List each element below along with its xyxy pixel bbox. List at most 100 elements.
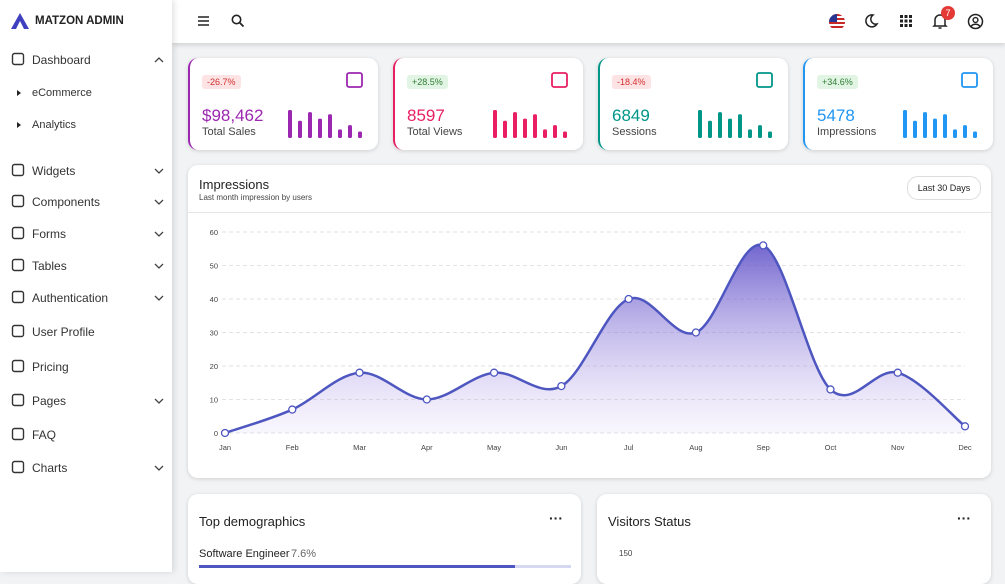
mini-bar — [768, 131, 772, 138]
icon-shape — [11, 359, 25, 373]
icon-shape — [11, 427, 25, 441]
range-button[interactable]: Last 30 Days — [907, 176, 981, 200]
apps-button[interactable] — [899, 14, 913, 28]
chevron — [154, 199, 164, 205]
mini-bar — [903, 110, 907, 138]
mini-bar-chart — [903, 110, 977, 138]
x-tick-label: Dec — [958, 443, 972, 452]
nav-icon — [11, 393, 25, 407]
point — [489, 368, 499, 377]
x-tick-label: Nov — [891, 443, 905, 452]
nav-item[interactable]: FAQ — [0, 425, 172, 443]
stat-icon — [756, 72, 773, 88]
mini-bar — [533, 114, 537, 138]
nav-icon — [11, 52, 25, 66]
chevron — [154, 57, 164, 63]
nav-item[interactable]: Pages — [0, 391, 172, 409]
nav-item[interactable]: Components — [0, 192, 172, 210]
x-tick-label: Apr — [421, 443, 433, 452]
nav-icon — [11, 290, 25, 304]
x-tick-label: Sep — [757, 443, 770, 452]
nav-item[interactable]: Tables — [0, 256, 172, 274]
chevron — [154, 168, 164, 174]
bullet — [17, 90, 21, 96]
mini-bar — [328, 114, 332, 138]
stat-label: Total Views — [407, 126, 463, 138]
nav-label: Tables — [32, 259, 67, 273]
stat-card: +28.5% 8597 Total Views — [393, 58, 583, 150]
mini-bar — [933, 118, 937, 138]
change-badge: +34.6% — [817, 75, 858, 89]
stat-card: +34.6% 5478 Impressions — [803, 58, 993, 150]
y-tick-label: 0 — [214, 429, 218, 438]
mini-bar — [973, 131, 977, 138]
nav-icon — [11, 226, 25, 240]
mini-bar — [953, 129, 957, 138]
mini-bar — [298, 120, 302, 138]
chevron — [154, 231, 164, 237]
demographic-share: 7.6% — [291, 548, 317, 560]
menu-button[interactable] — [196, 14, 212, 28]
icon-shape — [11, 258, 25, 272]
mini-bar — [708, 120, 712, 138]
y-tick-label: 10 — [210, 396, 218, 405]
y-tick-label: 40 — [210, 295, 218, 304]
search-button[interactable] — [230, 13, 246, 29]
icon-shape — [11, 163, 25, 177]
mini-bar — [513, 112, 517, 138]
mini-bar-chart — [288, 110, 362, 138]
nav-item[interactable]: Charts — [0, 458, 172, 476]
stat-label: Total Sales — [202, 126, 256, 138]
stat-card: -18.4% 6849 Sessions — [598, 58, 788, 150]
y-tick-label: 50 — [210, 262, 218, 271]
nav-item[interactable]: Widgets — [0, 161, 172, 179]
stat-value: 6849 — [612, 106, 650, 125]
mini-bar-chart — [493, 110, 567, 138]
y-tick-label: 30 — [210, 329, 218, 338]
icon-shape — [11, 393, 25, 407]
icon-shape — [11, 194, 25, 208]
stat-icon — [961, 72, 978, 88]
x-tick-label: Jul — [624, 443, 634, 452]
icon-shape — [756, 72, 773, 88]
nav-icon — [11, 194, 25, 208]
nav-icon — [11, 460, 25, 474]
nav-item[interactable]: User Profile — [0, 322, 172, 340]
nav-label: eCommerce — [32, 87, 92, 99]
point — [826, 385, 835, 394]
nav-label: Pages — [32, 394, 67, 408]
mini-bar — [288, 110, 292, 138]
icon-shape — [11, 324, 25, 338]
card-subtitle: Last month impression by users — [199, 193, 312, 202]
chevron — [154, 398, 164, 404]
mini-bar — [963, 125, 967, 138]
x-tick-label: Feb — [286, 443, 299, 452]
nav-subitem[interactable]: eCommerce — [0, 84, 172, 102]
nav-item[interactable]: Forms — [0, 224, 172, 242]
logo — [11, 13, 29, 29]
nav-chevron — [154, 231, 164, 237]
nav-icon — [11, 258, 25, 272]
language-flag[interactable] — [828, 13, 846, 31]
theme-toggle[interactable] — [863, 13, 879, 29]
more-button[interactable]: ··· — [549, 510, 563, 526]
mini-bar — [718, 112, 722, 138]
demographic-name: Software Engineer — [199, 548, 290, 560]
account-button[interactable] — [967, 13, 984, 30]
nav-item[interactable]: Authentication — [0, 288, 172, 306]
nav-item[interactable]: Pricing — [0, 357, 172, 375]
x-tick-label: Jun — [555, 443, 567, 452]
mini-bar — [308, 112, 312, 138]
x-tick-label: Oct — [825, 443, 838, 452]
point — [893, 368, 902, 377]
nav-item[interactable]: Dashboard — [0, 50, 172, 68]
impressions-card: Impressions Last month impression by use… — [188, 165, 991, 478]
nav-subitem[interactable]: Analytics — [0, 116, 172, 134]
more-button[interactable]: ··· — [957, 510, 971, 526]
mini-bar — [503, 120, 507, 138]
nav-chevron — [154, 465, 164, 471]
point — [422, 395, 431, 404]
nav-label: Charts — [32, 461, 68, 475]
nav-label: Pricing — [32, 360, 69, 374]
topbar: 7 — [172, 0, 1005, 43]
